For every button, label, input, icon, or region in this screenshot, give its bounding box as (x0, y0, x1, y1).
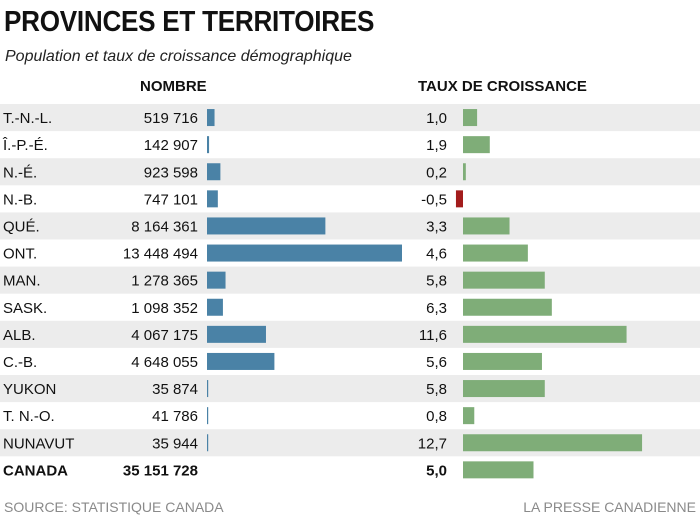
population-column-header: NOMBRE (140, 78, 207, 95)
growth-value-label: 4,6 (426, 246, 447, 263)
growth-bar (463, 109, 478, 127)
chart-subtitle: Population et taux de croissance démogra… (5, 48, 352, 65)
population-value-label: 41 786 (152, 408, 198, 425)
growth-bar (463, 163, 466, 181)
population-bar (207, 244, 402, 262)
growth-value-label: 6,3 (426, 300, 447, 317)
growth-value-label: 0,8 (426, 408, 447, 425)
growth-value-label: 3,3 (426, 218, 447, 235)
population-value-label: 35 874 (152, 381, 198, 398)
growth-bar (463, 325, 627, 343)
credit-note: LA PRESSE CANADIENNE (523, 499, 696, 515)
population-bar (207, 109, 215, 127)
growth-bar (463, 136, 490, 154)
growth-value-label: -0,5 (421, 191, 447, 208)
chart-title: PROVINCES ET TERRITOIRES (4, 6, 375, 38)
category-label: MAN. (3, 273, 41, 290)
category-label: C.-B. (3, 354, 37, 371)
population-bar (207, 407, 209, 425)
population-bar (207, 352, 275, 370)
population-value-label: 35 944 (152, 435, 198, 452)
category-label: QUÉ. (3, 218, 40, 235)
growth-bar (463, 298, 552, 316)
population-bar (207, 163, 221, 181)
growth-value-label: 12,7 (418, 435, 447, 452)
category-label: T. N.-O. (3, 408, 55, 425)
source-note: SOURCE: STATISTIQUE CANADA (4, 499, 224, 515)
growth-bar (463, 380, 545, 398)
growth-value-label: 5,8 (426, 381, 447, 398)
population-bar (207, 434, 209, 452)
category-label: YUKON (3, 381, 56, 398)
category-label: NUNAVUT (3, 435, 74, 452)
population-value-label: 1 098 352 (131, 300, 198, 317)
row-stripe (0, 212, 700, 240)
category-label: Î.-P.-É. (2, 137, 48, 154)
population-bar (207, 271, 226, 289)
category-label: ONT. (3, 246, 37, 263)
growth-value-label: 5,8 (426, 273, 447, 290)
growth-bar (463, 407, 475, 425)
growth-value-label: 5,0 (426, 462, 447, 479)
population-value-label: 4 648 055 (131, 354, 198, 371)
population-bar (207, 380, 209, 398)
growth-value-label: 1,0 (426, 110, 447, 127)
growth-bar (463, 244, 528, 262)
growth-value-label: 1,9 (426, 137, 447, 154)
row-stripe (0, 266, 700, 294)
category-label: T.-N.-L. (3, 110, 52, 127)
category-label: SASK. (3, 300, 47, 317)
population-value-label: 923 598 (144, 164, 198, 181)
population-value-label: 747 101 (144, 191, 198, 208)
row-stripe (0, 104, 700, 132)
population-bar (207, 136, 210, 154)
category-label: N.-É. (3, 164, 37, 181)
growth-value-label: 11,6 (419, 327, 447, 344)
population-bar (207, 217, 326, 235)
population-value-label: 35 151 728 (123, 462, 198, 479)
growth-column-header: TAUX DE CROISSANCE (418, 78, 587, 95)
population-value-label: 519 716 (144, 110, 198, 127)
category-label: N.-B. (3, 191, 37, 208)
population-bar (207, 325, 266, 343)
growth-bar (463, 434, 643, 452)
row-stripe (0, 158, 700, 186)
population-value-label: 142 907 (144, 137, 198, 154)
population-value-label: 13 448 494 (123, 246, 198, 263)
growth-bar-negative (455, 190, 463, 208)
growth-bar (463, 352, 542, 370)
growth-bar (463, 461, 534, 479)
category-label: ALB. (3, 327, 36, 344)
population-bar (207, 190, 218, 208)
growth-bar (463, 271, 545, 289)
growth-value-label: 0,2 (426, 164, 447, 181)
population-bar (207, 298, 223, 316)
population-value-label: 1 278 365 (131, 273, 198, 290)
row-stripe (0, 375, 700, 403)
growth-bar (463, 217, 510, 235)
population-value-label: 4 067 175 (131, 327, 198, 344)
population-value-label: 8 164 361 (131, 218, 198, 235)
category-label: CANADA (3, 462, 68, 479)
growth-value-label: 5,6 (426, 354, 447, 371)
